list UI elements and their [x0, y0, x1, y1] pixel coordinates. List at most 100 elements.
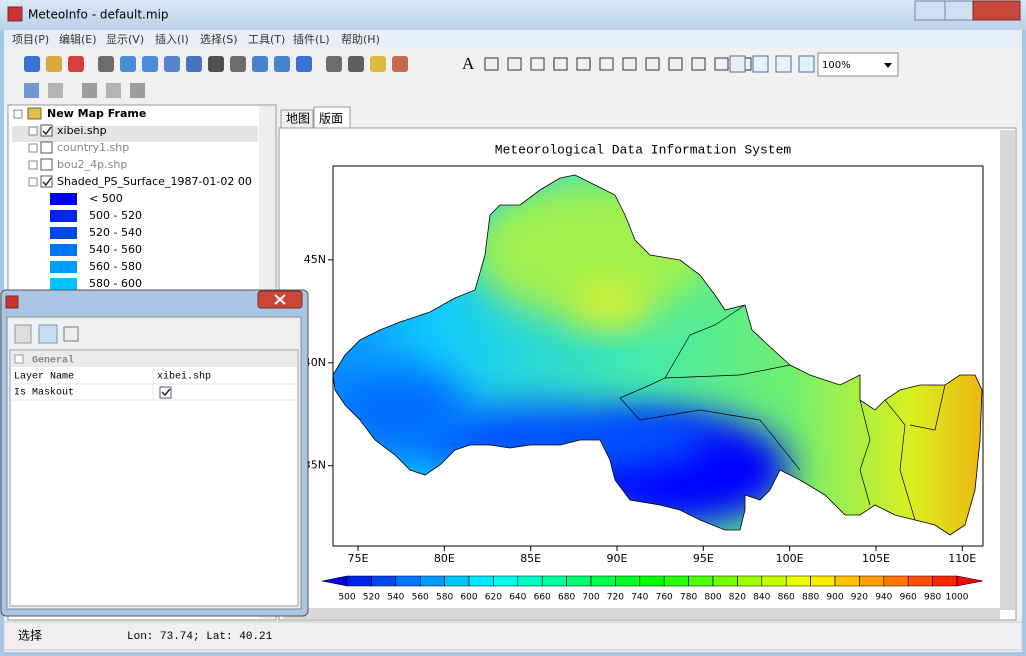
frame-name: New Map Frame — [47, 107, 146, 120]
draw-tool-button[interactable] — [530, 57, 545, 71]
x-tick-label: 80E — [434, 552, 455, 565]
colorbar-label: 920 — [851, 593, 868, 603]
draw-tool-button[interactable] — [576, 57, 591, 71]
x-tick-label: 110E — [948, 552, 976, 565]
colorbar-label: 900 — [826, 593, 843, 603]
tool-button[interactable] — [98, 56, 114, 72]
app-icon — [7, 6, 23, 22]
colorbar-label: 1000 — [946, 593, 969, 603]
layer-checkbox[interactable] — [40, 124, 53, 137]
tool-button[interactable] — [164, 56, 180, 72]
layer-name: bou2_4p.shp — [57, 158, 127, 171]
draw-tool-button[interactable] — [668, 57, 683, 71]
edit-tool-button[interactable] — [24, 83, 39, 98]
colorbar-box — [517, 575, 543, 587]
menu-item[interactable]: 工具(T) — [248, 33, 285, 46]
view-hscrollbar[interactable] — [283, 608, 1000, 619]
edit-tool-button[interactable] — [82, 83, 97, 98]
tool-button[interactable] — [142, 56, 158, 72]
maximize-button[interactable] — [944, 0, 974, 21]
view-tool-button[interactable] — [752, 55, 769, 73]
section-title: General — [32, 355, 74, 367]
menu-item[interactable]: 编辑(E) — [59, 32, 97, 46]
categorized-button[interactable] — [38, 324, 58, 344]
text-tool[interactable]: A — [462, 54, 475, 73]
colorbar-box — [395, 575, 421, 587]
collapse-toggle[interactable] — [14, 354, 24, 364]
tab-label: 地图 — [286, 112, 310, 126]
draw-tool-button[interactable] — [645, 57, 660, 71]
layer-checkbox[interactable] — [40, 158, 53, 171]
view-tool-button[interactable] — [775, 55, 792, 73]
menu-item[interactable]: 项目(P) — [12, 33, 49, 46]
menu-item[interactable]: 选择(S) — [200, 32, 238, 46]
property-checkbox[interactable] — [159, 386, 172, 399]
tool-button[interactable] — [370, 56, 386, 72]
x-tick-label: 90E — [607, 552, 628, 565]
layer-checkbox[interactable] — [40, 141, 53, 154]
tool-button[interactable] — [230, 56, 246, 72]
view-scrollbar[interactable] — [1000, 130, 1015, 610]
edit-tool-button[interactable] — [48, 83, 63, 98]
colorbar-label: 520 — [363, 593, 380, 603]
legend-swatch — [50, 278, 77, 290]
tool-button[interactable] — [208, 56, 224, 72]
view-tool-button[interactable] — [729, 55, 746, 73]
minimize-button[interactable] — [914, 0, 946, 21]
draw-tool-button[interactable] — [599, 57, 614, 71]
draw-tool-button[interactable] — [553, 57, 568, 71]
draw-tool-button[interactable] — [691, 57, 706, 71]
status-coords: Lon: 73.74; Lat: 40.21 — [127, 631, 273, 643]
menu-item[interactable]: 显示(V) — [106, 33, 144, 46]
colorbar-box — [883, 575, 909, 587]
expander[interactable] — [13, 109, 23, 119]
check-mark — [42, 126, 52, 136]
close-button[interactable] — [972, 0, 1021, 21]
colorbar-label: 800 — [704, 593, 721, 603]
edit-tool-button[interactable] — [106, 83, 121, 98]
window-title: MeteoInfo - default.mip — [28, 8, 169, 22]
tool-button[interactable] — [274, 56, 290, 72]
tool-button[interactable] — [68, 56, 84, 72]
property-pages-button[interactable] — [63, 326, 79, 342]
x-tick-label: 85E — [520, 552, 541, 565]
colorbar-label: 580 — [436, 593, 453, 603]
expander[interactable] — [28, 177, 38, 187]
draw-tool-button[interactable] — [507, 57, 522, 71]
colorbar-box — [444, 575, 470, 587]
legend-label: 520 - 540 — [89, 226, 142, 239]
colorbar-label: 680 — [558, 593, 575, 603]
edit-tool-button[interactable] — [130, 83, 145, 98]
frame-icon — [27, 107, 42, 120]
draw-tool-button[interactable] — [714, 57, 729, 71]
sort-alpha-button[interactable] — [14, 324, 32, 344]
tool-button[interactable] — [46, 56, 62, 72]
tool-button[interactable] — [326, 56, 342, 72]
check-mark — [161, 388, 171, 397]
colorbar-label: 740 — [631, 593, 648, 603]
status-mode: 选择 — [18, 629, 42, 643]
tool-button[interactable] — [392, 56, 408, 72]
tool-button[interactable] — [296, 56, 312, 72]
colorbar-box — [371, 575, 397, 587]
menu-item[interactable]: 插件(L) — [293, 32, 330, 46]
menu-item[interactable]: 帮助(H) — [341, 32, 380, 46]
tool-button[interactable] — [186, 56, 202, 72]
tool-button[interactable] — [252, 56, 268, 72]
tool-button[interactable] — [24, 56, 40, 72]
expander[interactable] — [28, 160, 38, 170]
property-value[interactable]: xibei.shp — [157, 371, 211, 383]
legend-swatch — [50, 244, 77, 256]
expander[interactable] — [28, 143, 38, 153]
menu-item[interactable]: 插入(I) — [155, 32, 189, 46]
tool-button[interactable] — [120, 56, 136, 72]
zoom-combo[interactable] — [817, 52, 899, 77]
colorbar-box — [615, 575, 641, 587]
draw-tool-button[interactable] — [622, 57, 637, 71]
layer-checkbox[interactable] — [40, 175, 53, 188]
view-tool-button[interactable] — [798, 55, 815, 73]
tool-button[interactable] — [348, 56, 364, 72]
expander[interactable] — [28, 126, 38, 136]
draw-tool-button[interactable] — [484, 57, 499, 71]
